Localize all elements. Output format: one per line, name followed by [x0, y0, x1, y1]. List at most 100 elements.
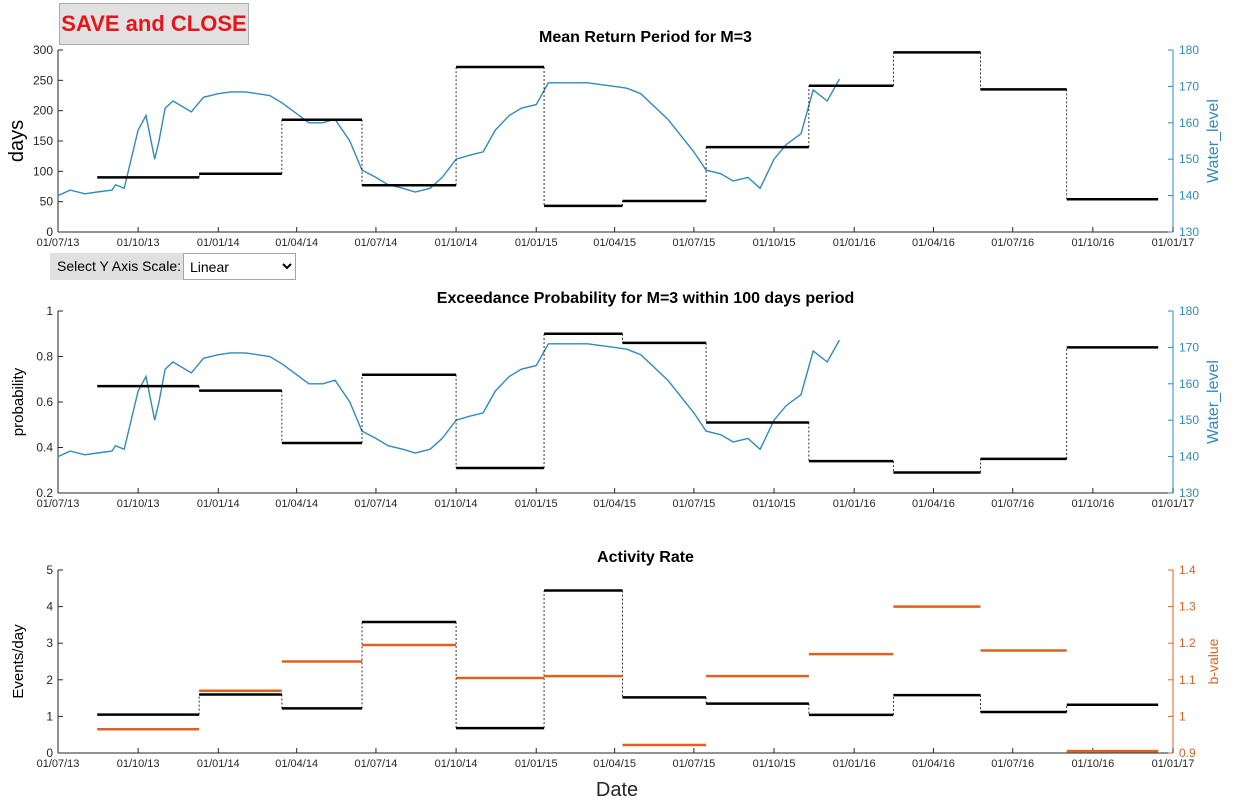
x-tick-label: 01/04/15 [593, 237, 636, 249]
y-tick-label: 0.2 [36, 486, 53, 500]
x-tick-label: 01/07/16 [991, 498, 1034, 510]
chart-panel-1: 0 50 100 150 200 250 300 130 140 150 160 170 180 01/0… [6, 29, 1222, 249]
x-tick-label: 01/10/14 [435, 498, 478, 510]
x-axis-label: Date [596, 779, 638, 801]
y-tick-label: 200 [33, 104, 53, 118]
y-axis-scale-label: Select Y Axis Scale: [50, 253, 183, 280]
x-tick-label: 01/10/15 [753, 758, 796, 770]
y2-tick-label: 140 [1179, 189, 1199, 203]
y-tick-label: 0.6 [36, 395, 53, 409]
x-tick-label: 01/07/14 [355, 758, 398, 770]
x-tick-label: 01/01/15 [515, 237, 558, 249]
y2-tick-label: 1.1 [1179, 673, 1196, 687]
x-tick-label: 01/04/15 [593, 758, 636, 770]
y2-tick-label: 180 [1179, 43, 1199, 57]
y2-axis-label: Water_level [1205, 360, 1222, 444]
x-tick-label: 01/01/17 [1152, 237, 1195, 249]
water-level-line [57, 78, 841, 197]
y2-tick-label: 1.2 [1179, 636, 1196, 650]
y2-tick-label: 180 [1179, 304, 1199, 318]
x-tick-label: 01/01/14 [197, 758, 240, 770]
x-tick-label: 01/10/13 [117, 237, 160, 249]
y-tick-label: 2 [46, 673, 53, 687]
y-tick-label: 5 [46, 563, 53, 577]
y-axis-scale-select[interactable]: Linear [183, 253, 296, 280]
x-tick-label: 01/07/13 [37, 498, 80, 510]
y-axis-label: probability [10, 367, 27, 436]
x-tick-label: 01/10/16 [1071, 498, 1114, 510]
x-tick-label: 01/07/14 [355, 498, 398, 510]
y-tick-label: 4 [46, 600, 53, 614]
y-tick-label: 300 [33, 43, 53, 57]
y2-tick-label: 160 [1179, 116, 1199, 130]
x-tick-label: 01/07/15 [672, 498, 715, 510]
y2-axis-label: Water_level [1205, 99, 1222, 183]
water-level-line [57, 339, 841, 458]
y-tick-label: 0 [46, 225, 53, 239]
y2-tick-label: 150 [1179, 413, 1199, 427]
y2-tick-label: 0.9 [1179, 746, 1196, 760]
chart-panel-2: 0.2 0.4 0.6 0.8 1 130 140 150 160 170 180 01/07/13 0… [10, 290, 1222, 510]
x-tick-label: 01/10/16 [1071, 237, 1114, 249]
y2-tick-label: 1.3 [1179, 600, 1196, 614]
x-tick-label: 01/01/16 [833, 237, 876, 249]
y-tick-label: 0.4 [36, 441, 53, 455]
x-tick-label: 01/04/14 [275, 758, 318, 770]
save-and-close-button[interactable]: SAVE and CLOSE [59, 3, 249, 45]
x-tick-label: 01/04/14 [275, 237, 318, 249]
y-tick-label: 250 [33, 73, 53, 87]
y-tick-label: 1 [46, 709, 53, 723]
x-tick-label: 01/10/14 [435, 758, 478, 770]
x-tick-label: 01/10/13 [117, 758, 160, 770]
x-tick-label: 01/01/15 [515, 498, 558, 510]
x-tick-label: 01/01/14 [197, 498, 240, 510]
y-tick-label: 100 [33, 164, 53, 178]
x-tick-label: 01/01/14 [197, 237, 240, 249]
y2-tick-label: 130 [1179, 486, 1199, 500]
y-tick-label: 3 [46, 636, 53, 650]
y2-tick-label: 1 [1179, 709, 1186, 723]
y2-tick-label: 140 [1179, 450, 1199, 464]
chart-title: Activity Rate [597, 549, 694, 566]
x-tick-label: 01/01/17 [1152, 498, 1195, 510]
x-tick-label: 01/07/16 [991, 758, 1034, 770]
x-tick-label: 01/01/15 [515, 758, 558, 770]
y-tick-label: 0.8 [36, 350, 53, 364]
x-tick-label: 01/07/16 [991, 237, 1034, 249]
x-tick-label: 01/10/16 [1071, 758, 1114, 770]
x-tick-label: 01/07/14 [355, 237, 398, 249]
x-tick-label: 01/10/15 [753, 237, 796, 249]
y-tick-label: 1 [46, 304, 53, 318]
chart-title: Mean Return Period for M=3 [539, 29, 752, 46]
x-tick-label: 01/07/15 [672, 237, 715, 249]
y-axis-scale-control: Select Y Axis Scale: Linear [50, 253, 296, 280]
y-tick-label: 0 [46, 746, 53, 760]
y-tick-label: 150 [33, 134, 53, 148]
x-tick-label: 01/10/13 [117, 498, 160, 510]
x-tick-label: 01/10/15 [753, 498, 796, 510]
x-tick-label: 01/07/13 [37, 758, 80, 770]
x-tick-label: 01/04/16 [912, 237, 955, 249]
y2-tick-label: 150 [1179, 152, 1199, 166]
y2-tick-label: 170 [1179, 340, 1199, 354]
x-tick-label: 01/10/14 [435, 237, 478, 249]
x-tick-label: 01/01/16 [833, 758, 876, 770]
x-tick-label: 01/04/14 [275, 498, 318, 510]
y-tick-label: 50 [40, 195, 54, 209]
chart-title: Exceedance Probability for M=3 within 10… [437, 290, 854, 307]
x-tick-label: 01/04/15 [593, 498, 636, 510]
x-tick-label: 01/04/16 [912, 498, 955, 510]
x-tick-label: 01/01/17 [1152, 758, 1195, 770]
x-tick-label: 01/01/16 [833, 498, 876, 510]
x-tick-label: 01/04/16 [912, 758, 955, 770]
x-tick-label: 01/07/13 [37, 237, 80, 249]
y2-tick-label: 130 [1179, 225, 1199, 239]
y2-tick-label: 160 [1179, 377, 1199, 391]
chart-panel-3: 0 1 2 3 4 5 0.9 1 1.1 1.2 1.3 1.4 01/07/13 01/10/13 01… [10, 549, 1221, 801]
y2-tick-label: 1.4 [1179, 563, 1196, 577]
y-axis-label: days [6, 120, 28, 162]
x-tick-label: 01/07/15 [672, 758, 715, 770]
y2-tick-label: 170 [1179, 79, 1199, 93]
y-axis-label: Events/day [10, 624, 27, 699]
